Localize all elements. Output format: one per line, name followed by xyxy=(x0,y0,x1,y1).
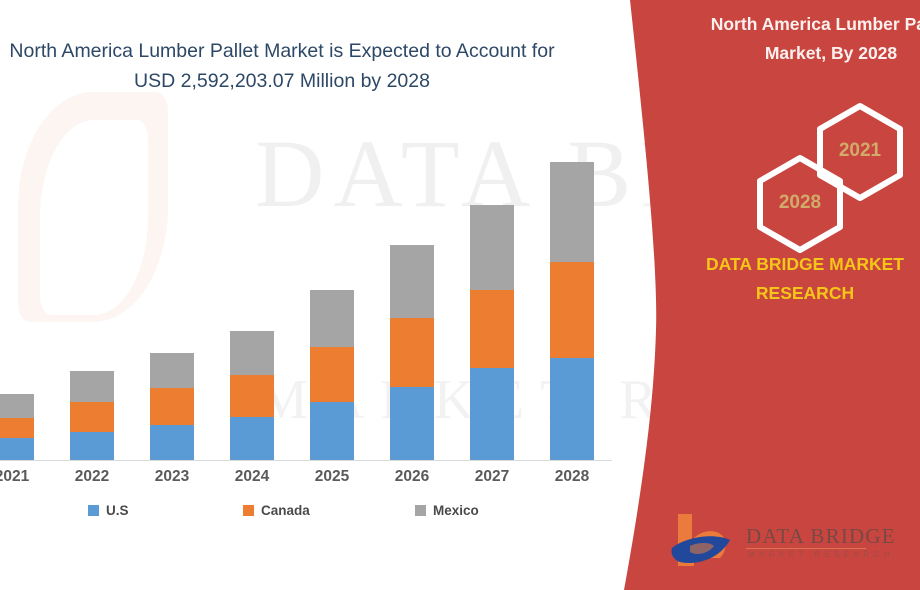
bar-segment-mexico-2023 xyxy=(150,353,194,388)
x-tick-2023: 2023 xyxy=(154,468,190,485)
bar-column-2021 xyxy=(0,394,34,460)
legend-item-us[interactable]: U.S xyxy=(88,503,129,518)
bar-column-2024 xyxy=(230,331,274,460)
bar-segment-mexico-2027 xyxy=(470,205,514,290)
company-logo: DATA BRIDGE MARKET RESEARCH xyxy=(668,510,918,580)
legend-swatch-canada xyxy=(243,505,254,516)
legend-label-canada: Canada xyxy=(261,503,310,518)
logo-name: DATA BRIDGE xyxy=(746,524,896,548)
bar-segment-canada-2028 xyxy=(550,262,594,358)
x-tick-2028: 2028 xyxy=(554,468,590,485)
bar-segment-us-2028 xyxy=(550,358,594,460)
bar-segment-us-2025 xyxy=(310,402,354,460)
panel-brand-line-1: DATA BRIDGE MARKET xyxy=(706,254,904,274)
bar-column-2022 xyxy=(70,371,114,460)
x-tick-2022: 2022 xyxy=(74,468,110,485)
panel-title-line-2: Market, By 2028 xyxy=(764,43,898,63)
x-tick-2024: 2024 xyxy=(234,468,270,485)
bar-segment-us-2021 xyxy=(0,438,34,460)
bar-segment-mexico-2022 xyxy=(70,371,114,402)
bar-segment-mexico-2028 xyxy=(550,162,594,262)
legend-label-us: U.S xyxy=(106,503,129,518)
bar-column-2026 xyxy=(390,245,434,460)
panel-brand-line-2: RESEARCH xyxy=(755,283,855,303)
chart-legend: U.S Canada Mexico xyxy=(0,503,620,529)
x-axis-line xyxy=(0,460,612,461)
legend-swatch-mexico xyxy=(415,505,426,516)
panel-brand-text: DATA BRIDGE MARKET RESEARCH xyxy=(640,250,920,308)
bar-segment-canada-2024 xyxy=(230,375,274,417)
x-tick-2021: 2021 xyxy=(0,468,30,485)
page-title-line-2: USD 2,592,203.07 Million by 2028 xyxy=(134,70,430,92)
bar-segment-mexico-2026 xyxy=(390,245,434,318)
legend-swatch-us xyxy=(88,505,99,516)
legend-item-canada[interactable]: Canada xyxy=(243,503,310,518)
chart-plot-area xyxy=(0,120,620,460)
x-tick-2027: 2027 xyxy=(474,468,510,485)
bar-segment-canada-2027 xyxy=(470,290,514,368)
page-title-line-1: North America Lumber Pallet Market is Ex… xyxy=(9,40,555,62)
bar-segment-canada-2025 xyxy=(310,347,354,402)
hexagon-group: 2021 2028 xyxy=(620,98,920,253)
x-tick-2026: 2026 xyxy=(394,468,430,485)
bar-column-2025 xyxy=(310,290,354,460)
bar-segment-us-2027 xyxy=(470,368,514,460)
panel-title: North America Lumber Pallet Market, By 2… xyxy=(666,10,920,68)
panel-title-line-1: North America Lumber Pallet xyxy=(710,14,920,34)
bar-segment-canada-2026 xyxy=(390,318,434,387)
bar-column-2028 xyxy=(550,162,594,460)
logo-mark-icon xyxy=(671,514,730,566)
stacked-bar-chart: 2021 2022 2023 2024 2025 2026 2027 2028 U.S Cana… xyxy=(0,120,620,540)
bar-segment-mexico-2025 xyxy=(310,290,354,347)
bar-segment-mexico-2021 xyxy=(0,394,34,418)
bar-segment-mexico-2024 xyxy=(230,331,274,375)
bar-segment-canada-2023 xyxy=(150,388,194,425)
bar-column-2023 xyxy=(150,353,194,460)
hexagon-2028: 2028 xyxy=(748,152,852,261)
bar-column-2027 xyxy=(470,205,514,460)
x-axis-tick-labels: 2021 2022 2023 2024 2025 2026 2027 2028 xyxy=(0,468,620,494)
legend-label-mexico: Mexico xyxy=(433,503,479,518)
bar-segment-us-2022 xyxy=(70,432,114,460)
x-tick-2025: 2025 xyxy=(314,468,350,485)
bar-segment-us-2023 xyxy=(150,425,194,460)
bar-segment-us-2026 xyxy=(390,387,434,460)
legend-item-mexico[interactable]: Mexico xyxy=(415,503,479,518)
bar-segment-canada-2022 xyxy=(70,402,114,432)
hexagon-2028-label: 2028 xyxy=(778,192,822,213)
bar-segment-canada-2021 xyxy=(0,418,34,438)
panel-content: North America Lumber Pallet Market, By 2… xyxy=(620,0,920,590)
bar-segment-us-2024 xyxy=(230,417,274,460)
page-title: North America Lumber Pallet Market is Ex… xyxy=(0,36,572,96)
logo-tagline: MARKET RESEARCH xyxy=(748,550,894,559)
